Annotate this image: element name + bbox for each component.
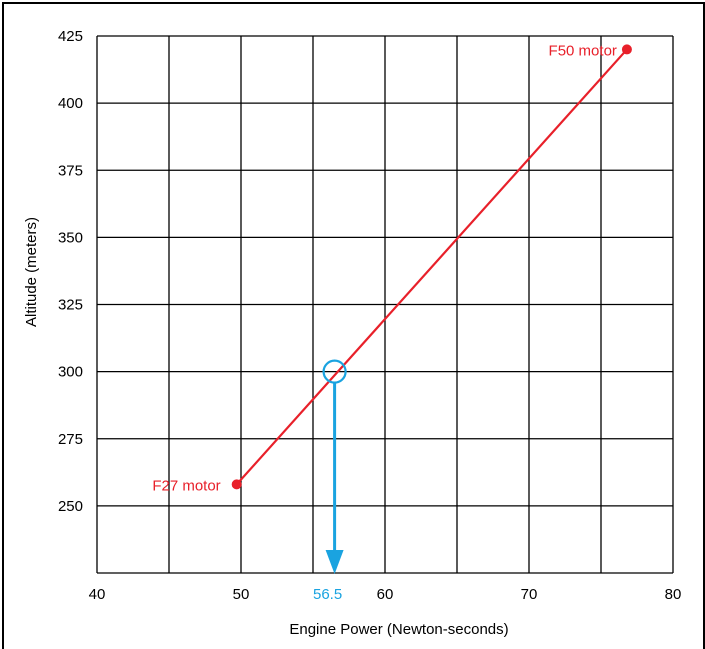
y-tick-label: 300 [58, 364, 83, 381]
y-axis-label: Altitude (meters) [23, 217, 40, 327]
point-label: F27 motor [152, 477, 220, 494]
data-point [231, 479, 242, 490]
annotation-arrow-head [325, 550, 344, 574]
x-axis-label: Engine Power (Newton-seconds) [289, 621, 508, 638]
x-tick-labels: 40 50 60 70 80 [89, 586, 682, 603]
y-tick-labels: 250 275 300 325 350 375 400 425 [58, 28, 83, 515]
y-tick-label: 425 [58, 28, 83, 45]
annotation-layer: 56.5 [313, 359, 347, 603]
x-tick-label: 40 [89, 586, 106, 603]
y-tick-label: 275 [58, 431, 83, 448]
y-tick-label: 400 [58, 95, 83, 112]
x-tick-label: 80 [665, 586, 682, 603]
y-tick-label: 375 [58, 162, 83, 179]
point-label: F50 motor [549, 42, 617, 59]
x-tick-label: 60 [377, 586, 394, 603]
y-tick-label: 250 [58, 498, 83, 515]
series-line [235, 48, 628, 486]
x-tick-label: 50 [233, 586, 250, 603]
y-tick-label: 325 [58, 297, 83, 314]
series-layer: F27 motor F50 motor [152, 42, 632, 494]
data-point [621, 44, 632, 55]
x-tick-label: 70 [521, 586, 538, 603]
annotation-value-label: 56.5 [313, 586, 342, 603]
grid [96, 35, 674, 574]
y-tick-label: 350 [58, 229, 83, 246]
